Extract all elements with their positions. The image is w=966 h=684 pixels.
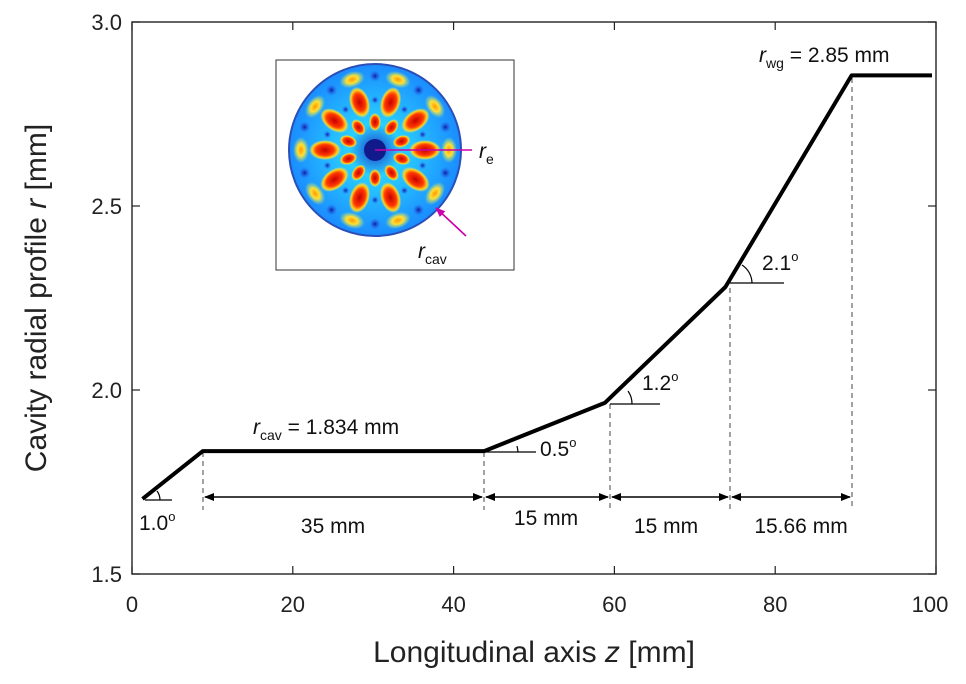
angle-label-2-1: 2.1o bbox=[762, 249, 798, 275]
y-tick-label: 2.5 bbox=[91, 194, 122, 219]
field-lobe-middle bbox=[348, 182, 371, 214]
field-lobe-inner bbox=[339, 152, 358, 166]
length-label-35: 35 mm bbox=[301, 515, 365, 538]
field-lobe-middle bbox=[379, 86, 402, 118]
section-guides bbox=[202, 78, 853, 510]
field-node-outer bbox=[439, 121, 452, 134]
field-lobe-outer bbox=[385, 70, 411, 89]
field-node-middle bbox=[341, 186, 350, 195]
field-lobe-inner bbox=[392, 134, 411, 148]
x-tick-labels: 0 20 40 60 80 100 bbox=[126, 592, 948, 617]
x-tick-label: 60 bbox=[602, 592, 626, 617]
field-node-middle bbox=[323, 161, 332, 170]
x-tick-label: 20 bbox=[281, 592, 305, 617]
field-node-middle bbox=[341, 105, 350, 114]
angle-label-1-0: 1.0o bbox=[139, 509, 175, 535]
angle-arc bbox=[741, 264, 753, 284]
field-lobe-outer bbox=[293, 137, 309, 163]
field-lobe-middle bbox=[401, 166, 430, 192]
y-tick-labels: 1.5 2.0 2.5 3.0 bbox=[91, 10, 122, 587]
field-lobe-inner bbox=[384, 164, 399, 181]
length-label-15-b: 15 mm bbox=[634, 515, 698, 538]
y-tick-label: 2.0 bbox=[91, 378, 122, 403]
field-lobe-middle bbox=[320, 166, 349, 192]
plot-frame bbox=[131, 21, 937, 575]
rwg-label: rwg = 2.85 mm bbox=[759, 44, 890, 71]
field-lobe-inner bbox=[384, 119, 399, 136]
field-node-outer bbox=[412, 203, 425, 216]
field-node-outer bbox=[298, 166, 311, 179]
y-tick-label: 3.0 bbox=[91, 10, 122, 35]
field-lobe-outer bbox=[339, 70, 365, 89]
field-node-outer bbox=[298, 121, 311, 134]
field-lobe-inner bbox=[339, 134, 358, 148]
angle-arc bbox=[516, 445, 519, 453]
rcav-label: rcav = 1.834 mm bbox=[253, 416, 399, 443]
series-layer bbox=[141, 73, 932, 501]
angle-markers bbox=[145, 264, 784, 501]
field-lobe-inner bbox=[369, 169, 381, 187]
field-node-middle bbox=[418, 161, 427, 170]
field-blobs bbox=[293, 70, 457, 230]
length-label-15-a: 15 mm bbox=[514, 507, 578, 530]
field-lobe-outer bbox=[424, 94, 445, 119]
field-node-outer bbox=[439, 166, 452, 179]
profile-line bbox=[141, 73, 932, 501]
field-node-middle bbox=[371, 196, 379, 204]
x-tick-label: 100 bbox=[912, 592, 949, 617]
length-label-15-66: 15.66 mm bbox=[754, 515, 847, 538]
field-lobe-outer bbox=[305, 181, 326, 206]
field-node-middle bbox=[371, 96, 379, 104]
x-axis-label: Longitudinal axis z [mm] bbox=[373, 636, 695, 669]
field-lobe-middle bbox=[320, 108, 349, 134]
field-lobe-inner bbox=[369, 113, 381, 131]
field-node-outer bbox=[369, 70, 381, 82]
angle-arc bbox=[156, 490, 161, 501]
field-node-outer bbox=[325, 203, 338, 216]
field-lobe-outer bbox=[305, 94, 326, 119]
field-lobe-inner bbox=[392, 152, 411, 166]
field-lobe-outer bbox=[339, 211, 365, 230]
field-node-outer bbox=[412, 84, 425, 97]
axis-ticks bbox=[131, 21, 937, 575]
x-tick-label: 0 bbox=[126, 592, 138, 617]
rcav-arrow bbox=[435, 207, 467, 237]
angle-label-0-5: 0.5o bbox=[540, 435, 576, 461]
field-lobe-middle bbox=[401, 108, 430, 134]
field-node-middle bbox=[323, 130, 332, 139]
y-tick-label: 1.5 bbox=[91, 562, 122, 587]
field-lobe-outer bbox=[385, 211, 411, 230]
angle-arc bbox=[627, 390, 633, 405]
field-lobe-middle bbox=[348, 86, 371, 118]
y-axis-label: Cavity radial profile r [mm] bbox=[20, 124, 53, 472]
field-node-outer bbox=[325, 84, 338, 97]
inset-re-label: re bbox=[479, 140, 494, 167]
field-node-middle bbox=[400, 105, 409, 114]
x-tick-label: 40 bbox=[441, 592, 465, 617]
field-lobe-inner bbox=[351, 119, 366, 136]
field-lobe-inner bbox=[351, 164, 366, 181]
inset-rcav-label: rcav bbox=[418, 240, 447, 267]
field-lobe-middle bbox=[379, 182, 402, 214]
field-node-middle bbox=[400, 186, 409, 195]
angle-label-1-2: 1.2o bbox=[642, 369, 678, 395]
field-node-middle bbox=[418, 130, 427, 139]
field-lobe-outer bbox=[424, 181, 445, 206]
inset-field-pattern: re rcav bbox=[275, 59, 515, 271]
field-node-outer bbox=[369, 218, 381, 230]
x-tick-label: 80 bbox=[763, 592, 787, 617]
field-lobe-middle bbox=[309, 140, 341, 160]
